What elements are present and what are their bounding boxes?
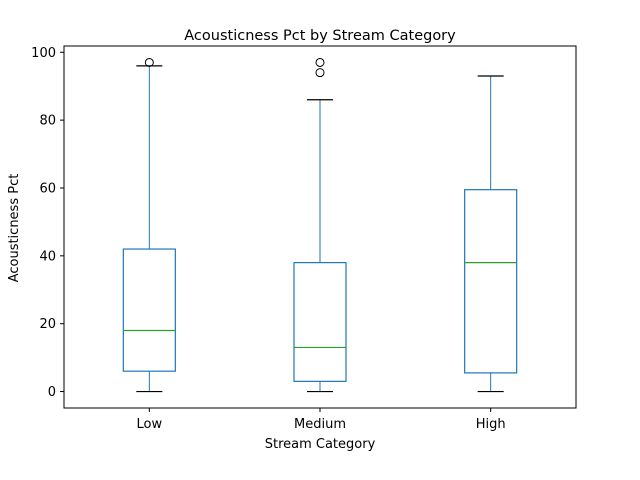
plot-area: 0 20 40 60 80 100 Low Medium High: [31, 45, 577, 432]
box-high: [464, 189, 518, 374]
outlier-low-0: [144, 57, 154, 67]
y-tick-label-20: 20: [39, 317, 56, 332]
box-low: [122, 248, 176, 372]
y-axis-label: Acousticness Pct: [7, 174, 22, 283]
y-tick-label-60: 60: [39, 181, 56, 196]
y-tick-label-40: 40: [39, 249, 56, 264]
y-tick-label-100: 100: [31, 46, 56, 61]
outlier-medium-0: [315, 68, 325, 78]
y-tick-label-0: 0: [48, 385, 56, 400]
outlier-medium-1: [315, 57, 325, 67]
y-tick-label-80: 80: [39, 114, 56, 129]
box-medium: [293, 262, 347, 382]
x-tick-label-low: Low: [137, 417, 163, 432]
x-tick-label-high: High: [476, 417, 506, 432]
x-tick-label-medium: Medium: [294, 417, 346, 432]
chart-title: Acousticness Pct by Stream Category: [184, 28, 456, 44]
x-axis-label: Stream Category: [265, 437, 376, 452]
